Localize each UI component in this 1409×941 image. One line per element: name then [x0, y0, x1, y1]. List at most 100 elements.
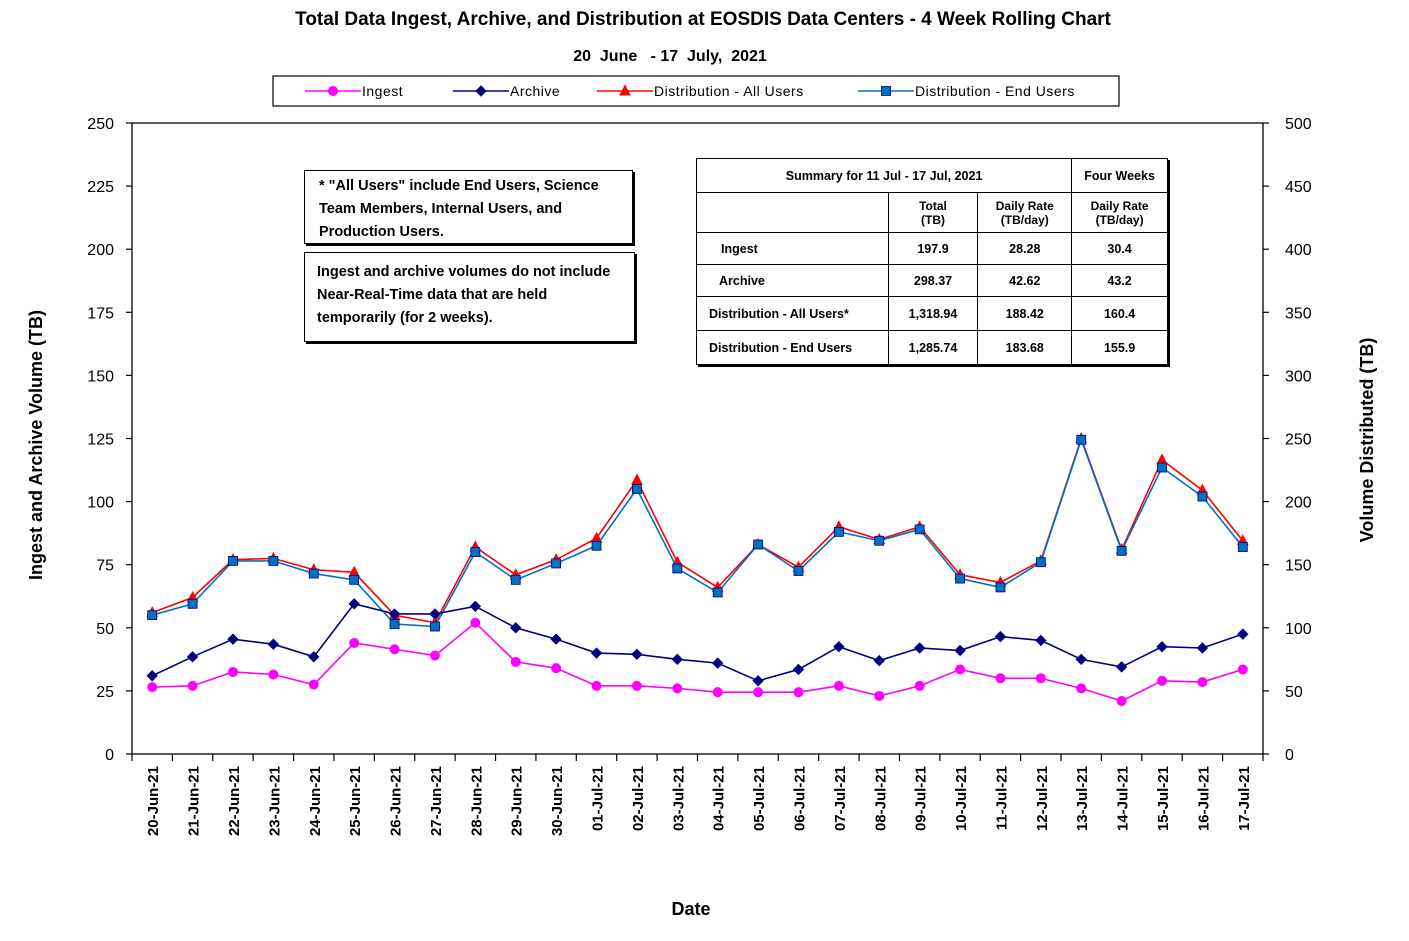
x-tick-label: 01-Jul-21 [590, 766, 607, 831]
data-point [591, 540, 602, 551]
x-tick-label: 26-Jun-21 [388, 766, 405, 836]
summary-col-rate4: Daily Rate (TB/day) [1071, 192, 1168, 233]
col-rate4-label: Daily Rate [1090, 198, 1149, 213]
data-point [631, 648, 643, 661]
summary-header: Summary for 11 Jul - 17 Jul, 2021 [695, 158, 1073, 193]
data-point [753, 539, 763, 550]
data-point [1237, 628, 1249, 640]
data-point [349, 574, 360, 585]
data-point [632, 484, 642, 494]
y-tick-label: 25 [96, 684, 114, 701]
data-point [348, 598, 360, 610]
data-point [389, 619, 400, 629]
legend-marker [881, 86, 891, 96]
data-point [470, 617, 481, 628]
x-tick-label: 28-Jun-21 [468, 766, 485, 836]
col-rate-unit: (TB/day) [1000, 212, 1049, 227]
x-tick-label: 10-Jul-21 [953, 766, 970, 831]
data-point [591, 680, 602, 691]
data-point [388, 608, 401, 620]
data-point [1196, 642, 1209, 654]
summary-blank-cell [696, 192, 889, 233]
data-point [995, 673, 1006, 684]
data-point [1035, 557, 1046, 568]
data-point [187, 598, 198, 609]
note-nrt: Ingest and archive volumes do not includ… [304, 252, 635, 342]
y2-tick-label: 50 [1285, 684, 1303, 701]
data-point [1116, 545, 1127, 556]
data-point [1116, 695, 1127, 706]
data-point [268, 556, 279, 566]
y2-tick-label: 500 [1285, 116, 1312, 133]
x-tick-label: 27-Jun-21 [428, 766, 445, 836]
series-line [152, 621, 1244, 702]
row-total: 1,285.74 [887, 330, 979, 365]
y-tick-label: 175 [87, 305, 114, 322]
x-tick-label: 21-Jun-21 [186, 766, 203, 836]
x-tick-label: 03-Jul-21 [670, 766, 687, 831]
data-point [267, 638, 280, 650]
data-point [590, 647, 603, 659]
data-point [712, 687, 723, 698]
data-point [389, 644, 400, 655]
data-point [671, 653, 684, 666]
data-point [913, 642, 926, 654]
x-tick-label: 02-Jul-21 [630, 766, 647, 831]
data-point [430, 621, 440, 632]
row-rate4: 160.4 [1071, 296, 1168, 331]
x-tick-label: 12-Jul-21 [1034, 766, 1051, 831]
x-tick-label: 25-Jun-21 [347, 766, 364, 836]
data-point [268, 669, 279, 680]
summary-table: Summary for 11 Jul - 17 Jul, 2021 Four W… [695, 158, 1168, 365]
y-tick-label: 150 [87, 368, 114, 385]
data-point [1075, 653, 1087, 666]
legend-label: Distribution - All Users [654, 83, 804, 99]
row-label: Ingest [696, 232, 889, 265]
data-point [308, 568, 319, 579]
data-point [793, 566, 804, 576]
data-point [1035, 673, 1046, 684]
data-point [470, 547, 481, 557]
data-point [914, 524, 925, 535]
data-point [1035, 634, 1047, 647]
x-tick-label: 08-Jul-21 [872, 766, 889, 831]
x-tick-label: 30-Jun-21 [549, 766, 566, 836]
x-tick-label: 29-Jun-21 [509, 766, 526, 836]
data-point [1157, 675, 1168, 686]
y2-axis-label: Volume Distributed (TB) [1357, 338, 1377, 543]
data-point [186, 651, 199, 663]
note-nrt-text: Ingest and archive volumes do not includ… [317, 264, 611, 326]
data-point [874, 535, 885, 546]
x-tick-label: 22-Jun-21 [226, 766, 243, 836]
x-tick-label: 09-Jul-21 [913, 766, 930, 831]
data-point [510, 656, 521, 667]
table-row: Distribution - All Users* 1,318.94 188.4… [696, 296, 1168, 331]
x-tick-label: 24-Jun-21 [307, 766, 324, 836]
data-point [550, 633, 562, 645]
y-tick-label: 125 [87, 432, 114, 449]
y-tick-label: 225 [87, 179, 114, 196]
row-rate: 42.62 [977, 264, 1073, 297]
data-point [833, 526, 844, 537]
col-total-label: Total [919, 198, 947, 213]
data-point [1197, 491, 1208, 502]
data-point [712, 587, 723, 598]
data-point [1115, 661, 1128, 673]
y-tick-label: 250 [87, 116, 114, 133]
y2-tick-label: 350 [1285, 305, 1312, 322]
data-point [308, 679, 319, 690]
data-point [228, 556, 238, 566]
y-tick-label: 50 [96, 621, 114, 638]
y2-tick-label: 100 [1285, 621, 1312, 638]
y2-tick-label: 400 [1285, 242, 1312, 259]
data-point [469, 600, 482, 613]
series-line [151, 437, 1244, 628]
legend-marker [619, 84, 631, 96]
row-rate4: 155.9 [1071, 330, 1168, 365]
y-tick-label: 200 [87, 242, 114, 259]
col-total-unit: (TB) [921, 212, 945, 227]
table-row: Archive 298.37 42.62 43.2 [696, 264, 1168, 297]
row-total: 197.9 [887, 232, 979, 265]
data-point [711, 657, 724, 669]
data-point [955, 573, 965, 584]
